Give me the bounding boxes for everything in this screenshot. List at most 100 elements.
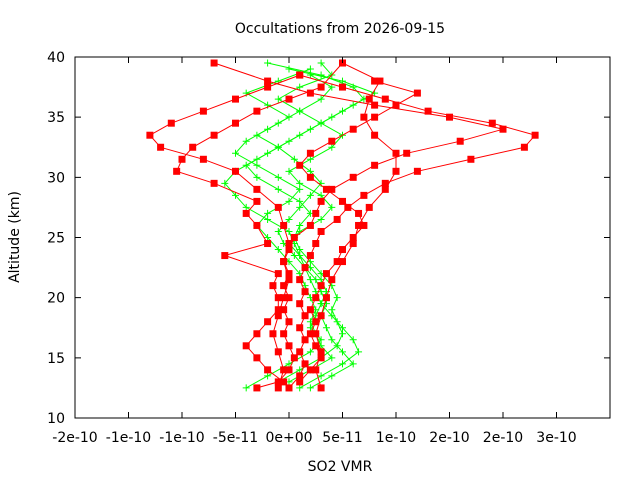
red-data-point — [253, 185, 261, 193]
red-data-point — [312, 330, 320, 338]
green-data-point — [285, 215, 293, 223]
green-data-point — [328, 83, 336, 91]
red-series — [285, 71, 539, 392]
green-data-point — [221, 179, 229, 187]
red-data-point — [296, 71, 304, 79]
red-data-point — [253, 354, 261, 362]
green-data-point — [306, 167, 314, 175]
x-tick-label: 0e+00 — [265, 430, 312, 446]
red-data-point — [344, 203, 352, 211]
green-data-point — [264, 372, 272, 380]
red-data-point — [274, 203, 282, 211]
red-data-point — [355, 221, 363, 229]
red-data-point — [253, 330, 261, 338]
green-data-point — [285, 227, 293, 235]
green-data-point — [264, 59, 272, 67]
green-data-point — [328, 143, 336, 151]
green-data-point — [242, 137, 250, 145]
red-series — [210, 59, 507, 392]
green-data-point — [242, 203, 250, 211]
red-data-point — [317, 227, 325, 235]
red-data-point — [371, 161, 379, 169]
y-tick-label: 15 — [47, 351, 65, 367]
red-data-point — [349, 173, 357, 181]
red-data-point — [365, 95, 373, 103]
red-data-point — [285, 366, 293, 374]
red-data-point — [280, 221, 288, 229]
red-data-point — [312, 209, 320, 217]
red-data-point — [306, 221, 314, 229]
red-data-point — [339, 83, 346, 91]
green-data-point — [242, 161, 250, 169]
green-data-point — [355, 348, 363, 356]
red-data-point — [306, 252, 314, 260]
green-data-point — [317, 95, 325, 103]
red-data-point — [306, 306, 314, 314]
red-data-point — [333, 215, 341, 223]
green-data-point — [264, 149, 272, 157]
red-data-point — [199, 107, 207, 115]
red-data-point — [306, 330, 314, 338]
green-data-point — [296, 185, 304, 193]
y-tick-label: 35 — [47, 110, 65, 126]
red-series-line — [288, 74, 537, 389]
red-data-point — [301, 336, 309, 344]
red-data-point — [381, 185, 389, 193]
red-data-point — [285, 342, 293, 350]
red-data-point — [280, 282, 288, 290]
red-data-point — [210, 59, 218, 67]
red-data-point — [306, 173, 314, 181]
red-data-point — [371, 131, 379, 139]
green-data-point — [328, 113, 336, 121]
red-data-point — [392, 149, 400, 157]
red-data-point — [339, 246, 346, 254]
red-data-point — [296, 348, 304, 356]
red-data-point — [424, 107, 432, 115]
red-data-point — [296, 324, 304, 332]
green-data-point — [306, 71, 314, 79]
green-data-point — [349, 336, 357, 344]
red-data-point — [189, 143, 197, 151]
green-data-point — [296, 221, 304, 229]
green-data-point — [306, 155, 314, 163]
red-data-point — [253, 107, 261, 115]
y-tick-label: 10 — [47, 411, 65, 427]
red-data-point — [285, 318, 293, 326]
red-data-point — [306, 366, 314, 374]
x-tick-label: -1e-10 — [159, 430, 204, 446]
series-layer — [146, 59, 539, 392]
red-data-point — [413, 167, 421, 175]
green-data-point — [328, 312, 336, 320]
red-data-point — [403, 149, 411, 157]
red-data-point — [322, 185, 330, 193]
red-data-point — [371, 77, 379, 85]
red-data-point — [264, 318, 272, 326]
x-tick-label: -5e-11 — [213, 430, 258, 446]
red-data-point — [253, 221, 261, 229]
red-data-point — [290, 354, 298, 362]
red-data-point — [312, 318, 320, 326]
x-tick-label: 2e-10 — [483, 430, 523, 446]
red-data-point — [360, 191, 368, 199]
green-data-point — [328, 203, 336, 211]
red-data-point — [296, 161, 304, 169]
y-tick-label: 30 — [47, 170, 65, 186]
red-data-point — [339, 197, 346, 205]
red-data-point — [531, 131, 539, 139]
green-data-point — [306, 191, 314, 199]
red-data-point — [317, 354, 325, 362]
red-data-point — [328, 276, 336, 284]
red-data-point — [306, 89, 314, 97]
red-data-point — [264, 77, 272, 85]
green-data-point — [253, 161, 261, 169]
red-data-point — [312, 294, 320, 302]
red-data-point — [317, 197, 325, 205]
green-data-point — [328, 282, 336, 290]
red-data-point — [232, 167, 239, 175]
red-data-point — [317, 348, 325, 356]
red-data-point — [173, 167, 181, 175]
red-data-point — [349, 234, 357, 241]
red-data-point — [285, 384, 293, 392]
red-data-point — [296, 276, 304, 284]
